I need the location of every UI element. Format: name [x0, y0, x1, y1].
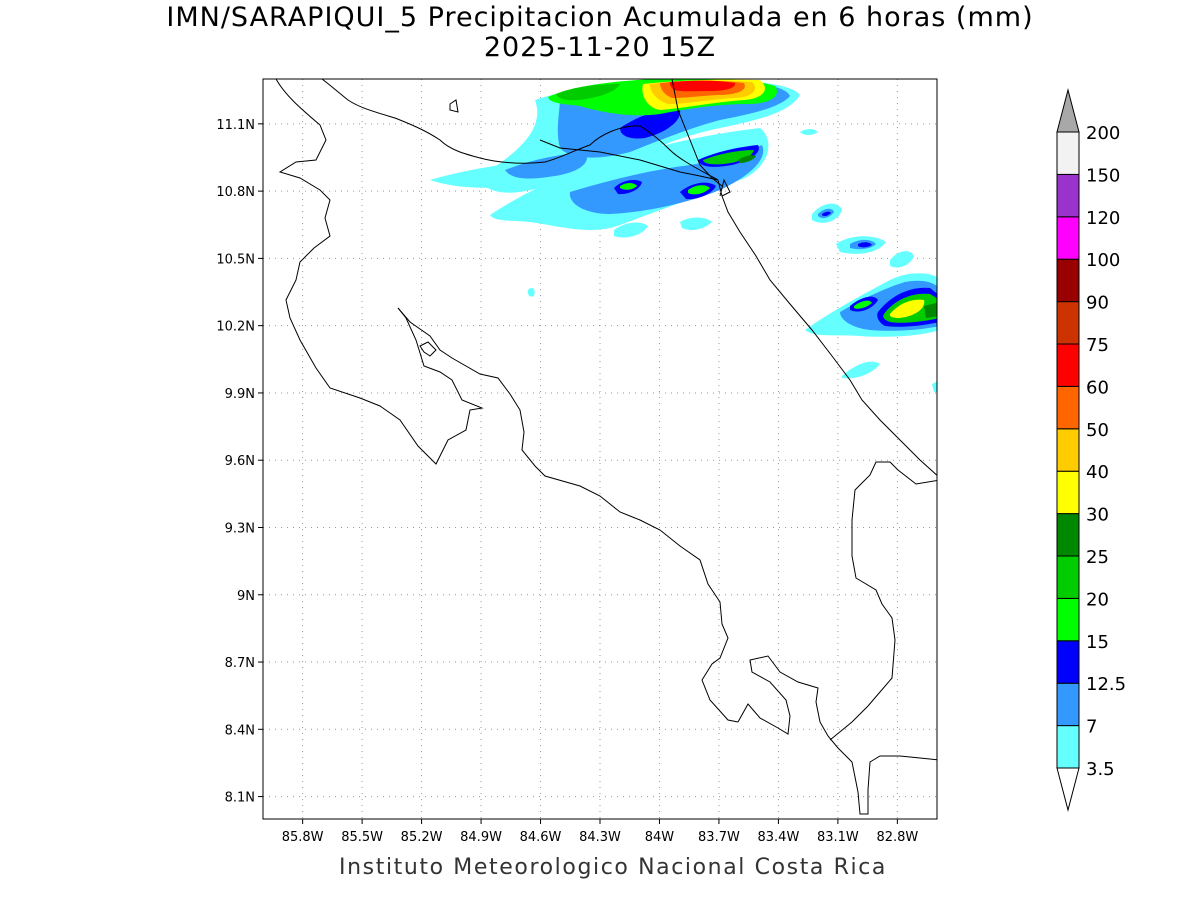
colorbar-level-label: 15: [1086, 632, 1109, 653]
lat-tick-label: 9.6N: [225, 454, 255, 469]
colorbar-level-label: 12.5: [1086, 674, 1126, 695]
nicaragua-border: [321, 79, 719, 181]
colorbar-over-arrow: [1056, 88, 1080, 133]
nicaragua-coast: [275, 79, 484, 465]
lat-tick-label: 9N: [237, 589, 255, 604]
colorbar-level-label: 30: [1086, 505, 1109, 526]
lon-tick-label: 84.3W: [579, 830, 621, 845]
panama-border: [829, 461, 937, 741]
map-title: IMN/SARAPIQUI_5 Precipitacion Acumulada …: [166, 2, 1034, 33]
lat-tick-label: 10.5N: [216, 252, 255, 267]
colorbar-swatch: [1056, 555, 1080, 599]
colorbar-level-label: 7: [1086, 717, 1097, 738]
chira-island: [419, 341, 437, 357]
colorbar-swatch: [1056, 173, 1080, 218]
lon-tick-label: 85.2W: [401, 830, 443, 845]
lat-tick-label: 8.7N: [225, 656, 255, 671]
lon-tick-label: 84.6W: [520, 830, 562, 845]
colorbar-level-label: 50: [1086, 420, 1109, 441]
colorbar-level-label: 200: [1086, 123, 1120, 144]
colorbar-swatch: [1056, 513, 1080, 557]
colorbar-under-arrow: [1056, 767, 1080, 812]
colorbar-level-label: 60: [1086, 377, 1109, 398]
caribbean-coast: [717, 179, 937, 476]
lake-nicaragua-isle: [449, 99, 459, 113]
lat-tick-label: 10.8N: [216, 185, 255, 200]
colorbar-swatch: [1056, 725, 1080, 769]
colorbar-swatch: [1056, 131, 1080, 175]
colorbar-swatch: [1056, 216, 1080, 260]
tortuguero-coast: [719, 178, 731, 197]
lon-tick-label: 83.1W: [817, 830, 859, 845]
lon-tick-label: 83.4W: [758, 830, 800, 845]
rain-cells-east: [805, 203, 937, 392]
osa-peninsula: [737, 655, 937, 815]
lon-tick-label: 82.8W: [876, 830, 918, 845]
colorbar-swatch: [1056, 301, 1080, 345]
lat-tick-label: 8.4N: [225, 723, 255, 738]
nicoya-gulf-coast: [397, 307, 739, 723]
footer-credit: Instituto Meteorologico Nacional Costa R…: [339, 855, 887, 880]
lat-tick-label: 8.1N: [225, 791, 255, 806]
coastlines: [275, 79, 937, 815]
coast-north-fill: [539, 139, 719, 181]
colorbar-level-label: 120: [1086, 208, 1120, 229]
lat-tick-label: 10.2N: [216, 320, 255, 335]
colorbar-swatch: [1056, 428, 1080, 472]
colorbar-level-label: 20: [1086, 589, 1109, 610]
colorbar-swatch: [1056, 682, 1080, 727]
lat-tick-label: 9.3N: [225, 521, 255, 536]
lon-axis: 85.8W 85.5W 85.2W 84.9W 84.6W 84.3W 84W 83.7W 83…: [282, 819, 918, 845]
colorbar-level-label: 3.5: [1086, 759, 1115, 780]
lon-tick-label: 84.9W: [460, 830, 502, 845]
colorbar: 3.5 7 12.5 15 20 25 30 40 50 60 75 90 100 120 150 200: [1056, 88, 1126, 812]
colorbar-level-label: 90: [1086, 293, 1109, 314]
precipitation-layer: [430, 79, 937, 392]
lat-tick-label: 9.9N: [225, 387, 255, 402]
lon-tick-label: 85.5W: [341, 830, 383, 845]
colorbar-level-label: 75: [1086, 335, 1109, 356]
colorbar-level-label: 100: [1086, 250, 1120, 271]
colorbar-swatch: [1056, 597, 1080, 642]
colorbar-swatch: [1056, 385, 1080, 430]
colorbar-swatch: [1056, 640, 1080, 684]
colorbar-level-label: 25: [1086, 547, 1109, 568]
lon-tick-label: 84W: [645, 830, 675, 845]
rain-band-north: [430, 79, 818, 297]
colorbar-level-label: 40: [1086, 462, 1109, 483]
colorbar-swatch: [1056, 258, 1080, 303]
map-subtitle: 2025-11-20 15Z: [483, 32, 717, 63]
lon-tick-label: 85.8W: [282, 830, 324, 845]
colorbar-level-label: 150: [1086, 165, 1120, 186]
colorbar-swatch: [1056, 343, 1080, 387]
lat-axis: 11.1N 10.8N 10.5N 10.2N 9.9N 9.6N 9.3N 9N 8.7N 8.…: [216, 118, 263, 806]
colorbar-swatch: [1056, 470, 1080, 515]
lon-tick-label: 83.7W: [698, 830, 740, 845]
lat-tick-label: 11.1N: [216, 118, 255, 133]
